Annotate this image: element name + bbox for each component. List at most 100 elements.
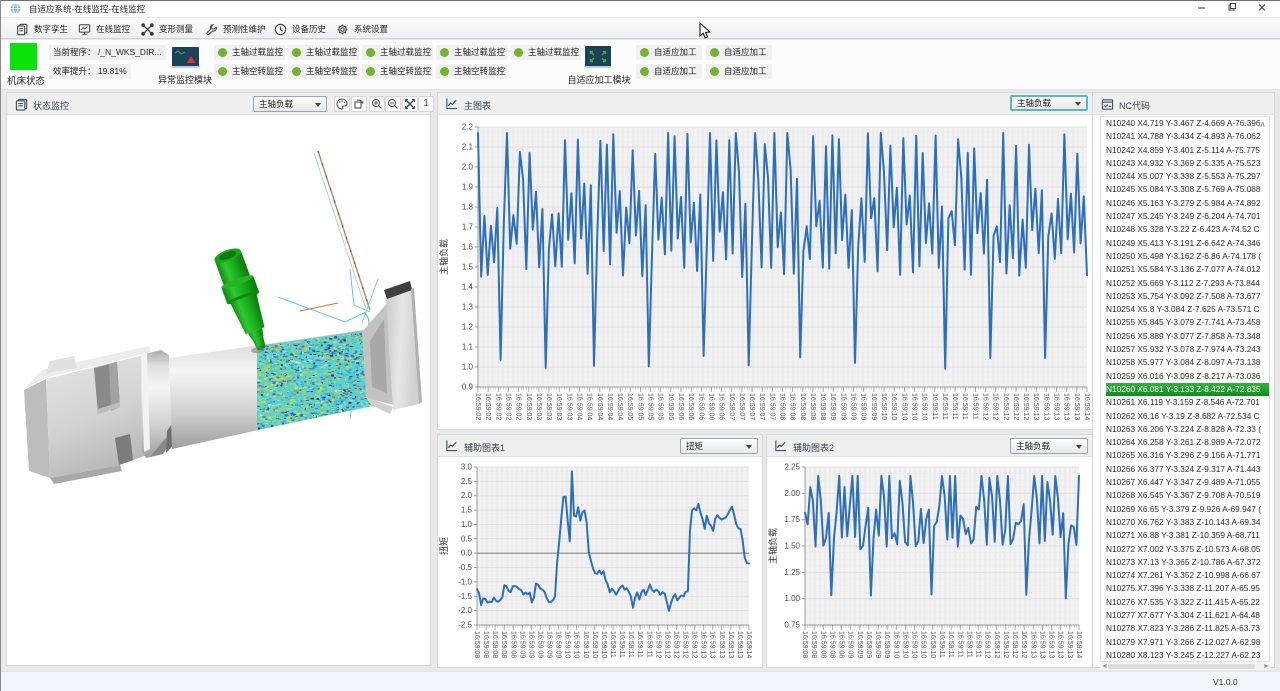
svg-text:16:59:07: 16:59:07	[728, 393, 735, 420]
svg-text:16:59:13: 16:59:13	[1048, 631, 1055, 658]
svg-text:1.50: 1.50	[784, 542, 800, 551]
svg-text:16:59:05: 16:59:05	[647, 393, 654, 420]
svg-text:1.4: 1.4	[462, 283, 474, 292]
svg-text:16:59:03: 16:59:03	[545, 393, 552, 420]
svg-text:0.9: 0.9	[462, 383, 474, 392]
svg-text:-2.0: -2.0	[458, 606, 472, 615]
svg-text:16:59:07: 16:59:07	[748, 393, 755, 420]
svg-text:16:59:12: 16:59:12	[982, 393, 989, 420]
svg-text:16:59:11: 16:59:11	[965, 631, 972, 658]
svg-text:16:59:07: 16:59:07	[768, 393, 775, 420]
svg-text:16:59:12: 16:59:12	[682, 631, 689, 658]
svg-text:16:59:06: 16:59:06	[677, 393, 684, 420]
svg-text:16:59:13: 16:59:13	[1073, 393, 1080, 420]
svg-text:16:59:11: 16:59:11	[636, 631, 643, 658]
svg-text:16:59:03: 16:59:03	[565, 393, 572, 420]
svg-text:16:59:10: 16:59:10	[921, 393, 928, 420]
svg-text:2.2: 2.2	[462, 123, 474, 132]
svg-text:16:59:13: 16:59:13	[700, 631, 707, 658]
svg-text:16:59:10: 16:59:10	[582, 631, 589, 658]
svg-text:1.9: 1.9	[462, 183, 474, 192]
svg-text:16:59:09: 16:59:09	[839, 393, 846, 420]
svg-text:16:59:02: 16:59:02	[494, 393, 501, 420]
svg-text:16:59:11: 16:59:11	[627, 631, 634, 658]
svg-text:16:59:12: 16:59:12	[654, 631, 661, 658]
svg-text:16:59:06: 16:59:06	[697, 393, 704, 420]
svg-text:16:59:08: 16:59:08	[819, 631, 826, 658]
svg-text:16:59:10: 16:59:10	[929, 631, 936, 658]
svg-text:1.75: 1.75	[784, 515, 800, 524]
svg-text:16:59:10: 16:59:10	[880, 393, 887, 420]
svg-text:2.00: 2.00	[784, 489, 800, 498]
svg-text:1.6: 1.6	[462, 243, 474, 252]
svg-text:16:59:11: 16:59:11	[938, 631, 945, 658]
svg-text:16:59:08: 16:59:08	[801, 631, 808, 658]
svg-text:16:59:08: 16:59:08	[789, 393, 796, 420]
svg-text:16:59:13: 16:59:13	[1039, 631, 1046, 658]
svg-text:16:59:14: 16:59:14	[1083, 393, 1090, 420]
svg-text:16:59:04: 16:59:04	[586, 393, 593, 420]
svg-text:16:59:12: 16:59:12	[993, 631, 1000, 658]
svg-text:-0.5: -0.5	[458, 563, 472, 572]
svg-text:16:59:12: 16:59:12	[1022, 393, 1029, 420]
svg-text:16:59:12: 16:59:12	[1002, 631, 1009, 658]
svg-text:1.00: 1.00	[784, 594, 800, 603]
svg-text:16:59:10: 16:59:10	[564, 631, 571, 658]
svg-text:16:59:12: 16:59:12	[1020, 631, 1027, 658]
svg-text:1.5: 1.5	[462, 263, 474, 272]
svg-text:1.7: 1.7	[462, 223, 474, 232]
svg-text:16:59:11: 16:59:11	[941, 393, 948, 420]
svg-text:0.5: 0.5	[461, 534, 473, 543]
svg-text:扭矩: 扭矩	[438, 537, 449, 555]
svg-text:16:59:08: 16:59:08	[810, 631, 817, 658]
svg-text:16:59:03: 16:59:03	[525, 393, 532, 420]
svg-text:16:59:13: 16:59:13	[736, 631, 743, 658]
svg-text:16:59:10: 16:59:10	[900, 393, 907, 420]
svg-text:16:59:03: 16:59:03	[535, 393, 542, 420]
svg-text:16:59:13: 16:59:13	[718, 631, 725, 658]
svg-text:1.2: 1.2	[462, 323, 474, 332]
svg-text:16:59:11: 16:59:11	[618, 631, 625, 658]
svg-text:16:59:14: 16:59:14	[1075, 631, 1082, 658]
svg-text:16:59:10: 16:59:10	[920, 631, 927, 658]
svg-text:16:59:09: 16:59:09	[555, 631, 562, 658]
svg-text:16:59:08: 16:59:08	[482, 631, 489, 658]
svg-text:16:59:10: 16:59:10	[911, 631, 918, 658]
svg-text:16:59:09: 16:59:09	[860, 393, 867, 420]
svg-text:16:59:10: 16:59:10	[890, 393, 897, 420]
svg-text:16:59:03: 16:59:03	[555, 393, 562, 420]
svg-text:16:59:09: 16:59:09	[870, 393, 877, 420]
svg-text:主轴负载: 主轴负载	[767, 528, 778, 564]
svg-text:-1.0: -1.0	[458, 577, 472, 586]
svg-text:2.5: 2.5	[461, 477, 473, 486]
svg-text:16:59:09: 16:59:09	[856, 631, 863, 658]
svg-text:16:59:09: 16:59:09	[518, 631, 525, 658]
svg-text:16:59:12: 16:59:12	[1002, 393, 1009, 420]
svg-text:16:59:13: 16:59:13	[1032, 393, 1039, 420]
svg-text:16:59:05: 16:59:05	[667, 393, 674, 420]
svg-text:16:59:12: 16:59:12	[673, 631, 680, 658]
svg-text:16:59:12: 16:59:12	[691, 631, 698, 658]
svg-text:2.1: 2.1	[462, 143, 474, 152]
svg-text:16:59:11: 16:59:11	[931, 393, 938, 420]
svg-text:16:59:12: 16:59:12	[984, 631, 991, 658]
svg-text:16:59:09: 16:59:09	[883, 631, 890, 658]
svg-text:16:59:06: 16:59:06	[718, 393, 725, 420]
svg-text:16:59:11: 16:59:11	[951, 393, 958, 420]
svg-text:1.3: 1.3	[462, 303, 474, 312]
svg-text:16:59:13: 16:59:13	[727, 631, 734, 658]
svg-text:16:59:05: 16:59:05	[636, 393, 643, 420]
svg-text:16:59:07: 16:59:07	[738, 393, 745, 420]
svg-text:16:59:13: 16:59:13	[1042, 393, 1049, 420]
svg-text:16:59:13: 16:59:13	[1053, 393, 1060, 420]
svg-text:16:59:06: 16:59:06	[707, 393, 714, 420]
svg-text:16:59:10: 16:59:10	[910, 393, 917, 420]
svg-text:16:59:08: 16:59:08	[779, 393, 786, 420]
svg-text:0.0: 0.0	[461, 549, 473, 558]
svg-text:2.25: 2.25	[784, 463, 800, 472]
svg-text:16:59:13: 16:59:13	[1029, 631, 1036, 658]
svg-text:16:59:12: 16:59:12	[1012, 393, 1019, 420]
svg-text:1.8: 1.8	[462, 203, 474, 212]
svg-text:16:59:04: 16:59:04	[606, 393, 613, 420]
svg-text:1.1: 1.1	[462, 343, 474, 352]
